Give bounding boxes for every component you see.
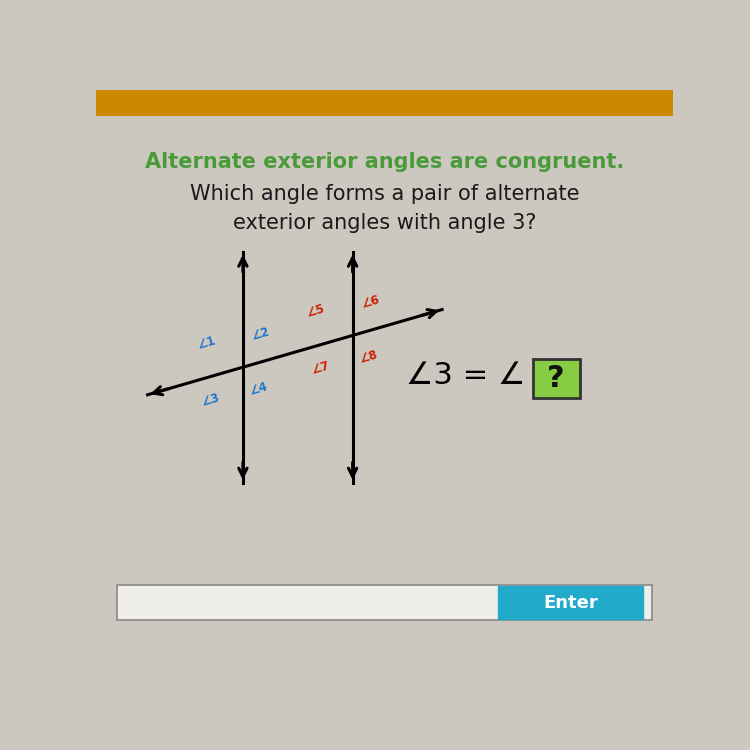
- Bar: [96, 90, 674, 116]
- Text: ?: ?: [548, 364, 565, 393]
- Text: ∠1: ∠1: [195, 334, 217, 352]
- Text: ∠4: ∠4: [248, 380, 269, 398]
- Text: ∠6: ∠6: [359, 293, 381, 311]
- Text: Alternate exterior angles are congruent.: Alternate exterior angles are congruent.: [145, 152, 624, 172]
- Text: ∠8: ∠8: [357, 349, 379, 366]
- FancyBboxPatch shape: [498, 586, 643, 619]
- FancyBboxPatch shape: [117, 585, 652, 620]
- Text: ∠3: ∠3: [200, 392, 221, 409]
- Text: Which angle forms a pair of alternate: Which angle forms a pair of alternate: [190, 184, 579, 204]
- Text: ∠2: ∠2: [250, 326, 271, 343]
- FancyBboxPatch shape: [532, 359, 580, 398]
- Text: ∠5: ∠5: [304, 302, 326, 320]
- Text: exterior angles with angle 3?: exterior angles with angle 3?: [232, 213, 536, 232]
- Text: Enter: Enter: [543, 593, 598, 611]
- Text: ∠7: ∠7: [309, 359, 331, 377]
- Text: ∠3 = ∠: ∠3 = ∠: [406, 362, 526, 390]
